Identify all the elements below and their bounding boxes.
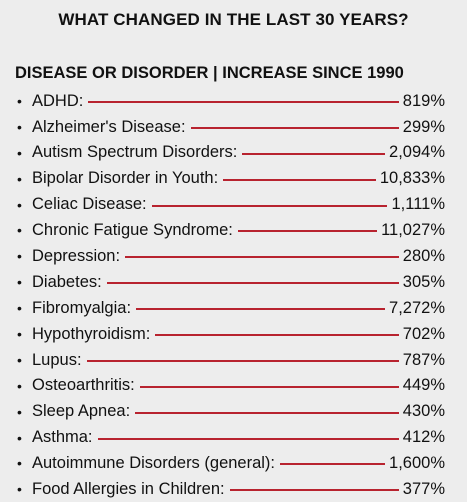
list-item: • Alzheimer's Disease: 299% <box>0 114 467 140</box>
increase-value: 2,094% <box>389 143 445 162</box>
leader-line <box>88 100 399 103</box>
leader-line <box>136 308 386 311</box>
disease-list: • ADHD: 819% • Alzheimer's Disease: 299%… <box>0 88 467 502</box>
disease-name: ADHD: <box>32 91 84 110</box>
leader-line <box>223 178 376 181</box>
leader-line <box>229 489 399 492</box>
list-item: • Food Allergies in Children: 377% <box>0 476 467 502</box>
disease-name: Fibromyalgia: <box>32 298 132 317</box>
increase-value: 430% <box>402 402 445 421</box>
increase-value: 1,600% <box>389 454 445 473</box>
bullet-icon: • <box>17 403 22 420</box>
list-item: • ADHD: 819% <box>0 88 467 114</box>
increase-value: 280% <box>402 247 445 266</box>
page-title: WHAT CHANGED IN THE LAST 30 YEARS? <box>58 10 409 29</box>
list-item: • Asthma: 412% <box>0 425 467 451</box>
disease-name: Hypothyroidism: <box>32 324 151 343</box>
leader-line <box>106 282 399 285</box>
disease-name: Alzheimer's Disease: <box>32 117 186 136</box>
disease-name: Food Allergies in Children: <box>32 480 225 499</box>
list-item: • Fibromyalgia: 7,272% <box>0 295 467 321</box>
increase-value: 819% <box>402 91 445 110</box>
leader-line <box>190 126 399 129</box>
disease-name: Autoimmune Disorders (general): <box>32 454 276 473</box>
list-item: • Chronic Fatigue Syndrome: 11,027% <box>0 217 467 243</box>
increase-value: 11,027% <box>381 221 445 240</box>
list-item: • Osteoarthritis: 449% <box>0 373 467 399</box>
disease-name: Diabetes: <box>32 272 102 291</box>
leader-line <box>237 230 378 233</box>
bullet-icon: • <box>17 222 22 239</box>
bullet-icon: • <box>17 377 22 394</box>
leader-line <box>86 359 399 362</box>
list-item: • Depression: 280% <box>0 243 467 269</box>
increase-value: 449% <box>402 376 445 395</box>
list-item: • Bipolar Disorder in Youth: 10,833% <box>0 166 467 192</box>
disease-name: Bipolar Disorder in Youth: <box>32 169 219 188</box>
increase-value: 10,833% <box>379 169 445 188</box>
bullet-icon: • <box>17 144 22 161</box>
bullet-icon: • <box>17 170 22 187</box>
leader-line <box>97 437 399 440</box>
leader-line <box>125 256 399 259</box>
list-item: • Autism Spectrum Disorders: 2,094% <box>0 140 467 166</box>
disease-name: Asthma: <box>32 428 93 447</box>
bullet-icon: • <box>17 455 22 472</box>
bullet-icon: • <box>17 92 22 109</box>
disease-name: Depression: <box>32 247 121 266</box>
list-item: • Sleep Apnea: 430% <box>0 399 467 425</box>
bullet-icon: • <box>17 118 22 135</box>
list-item: • Celiac Disease: 1,111% <box>0 192 467 218</box>
leader-line <box>135 411 399 414</box>
disease-name: Chronic Fatigue Syndrome: <box>32 221 233 240</box>
bullet-icon: • <box>17 481 22 498</box>
increase-value: 299% <box>402 117 445 136</box>
list-item: • Hypothyroidism: 702% <box>0 321 467 347</box>
increase-value: 1,111% <box>391 195 445 214</box>
disease-name: Autism Spectrum Disorders: <box>32 143 238 162</box>
list-item: • Autoimmune Disorders (general): 1,600% <box>0 450 467 476</box>
disease-name: Sleep Apnea: <box>32 402 131 421</box>
increase-value: 377% <box>402 480 445 499</box>
increase-value: 702% <box>402 324 445 343</box>
disease-name: Osteoarthritis: <box>32 376 135 395</box>
increase-value: 412% <box>402 428 445 447</box>
bullet-icon: • <box>17 274 22 291</box>
leader-line <box>139 385 399 388</box>
leader-line <box>151 204 388 207</box>
bullet-icon: • <box>17 325 22 342</box>
list-item: • Lupus: 787% <box>0 347 467 373</box>
leader-line <box>280 463 386 466</box>
leader-line <box>242 152 386 155</box>
disease-name: Lupus: <box>32 350 82 369</box>
bullet-icon: • <box>17 351 22 368</box>
list-item: • Diabetes: 305% <box>0 269 467 295</box>
increase-value: 787% <box>402 350 445 369</box>
leader-line <box>155 333 399 336</box>
bullet-icon: • <box>17 300 22 317</box>
bullet-icon: • <box>17 196 22 213</box>
increase-value: 7,272% <box>389 298 445 317</box>
disease-name: Celiac Disease: <box>32 195 147 214</box>
bullet-icon: • <box>17 429 22 446</box>
list-header: DISEASE OR DISORDER | INCREASE SINCE 199… <box>15 64 404 82</box>
increase-value: 305% <box>402 272 445 291</box>
bullet-icon: • <box>17 248 22 265</box>
